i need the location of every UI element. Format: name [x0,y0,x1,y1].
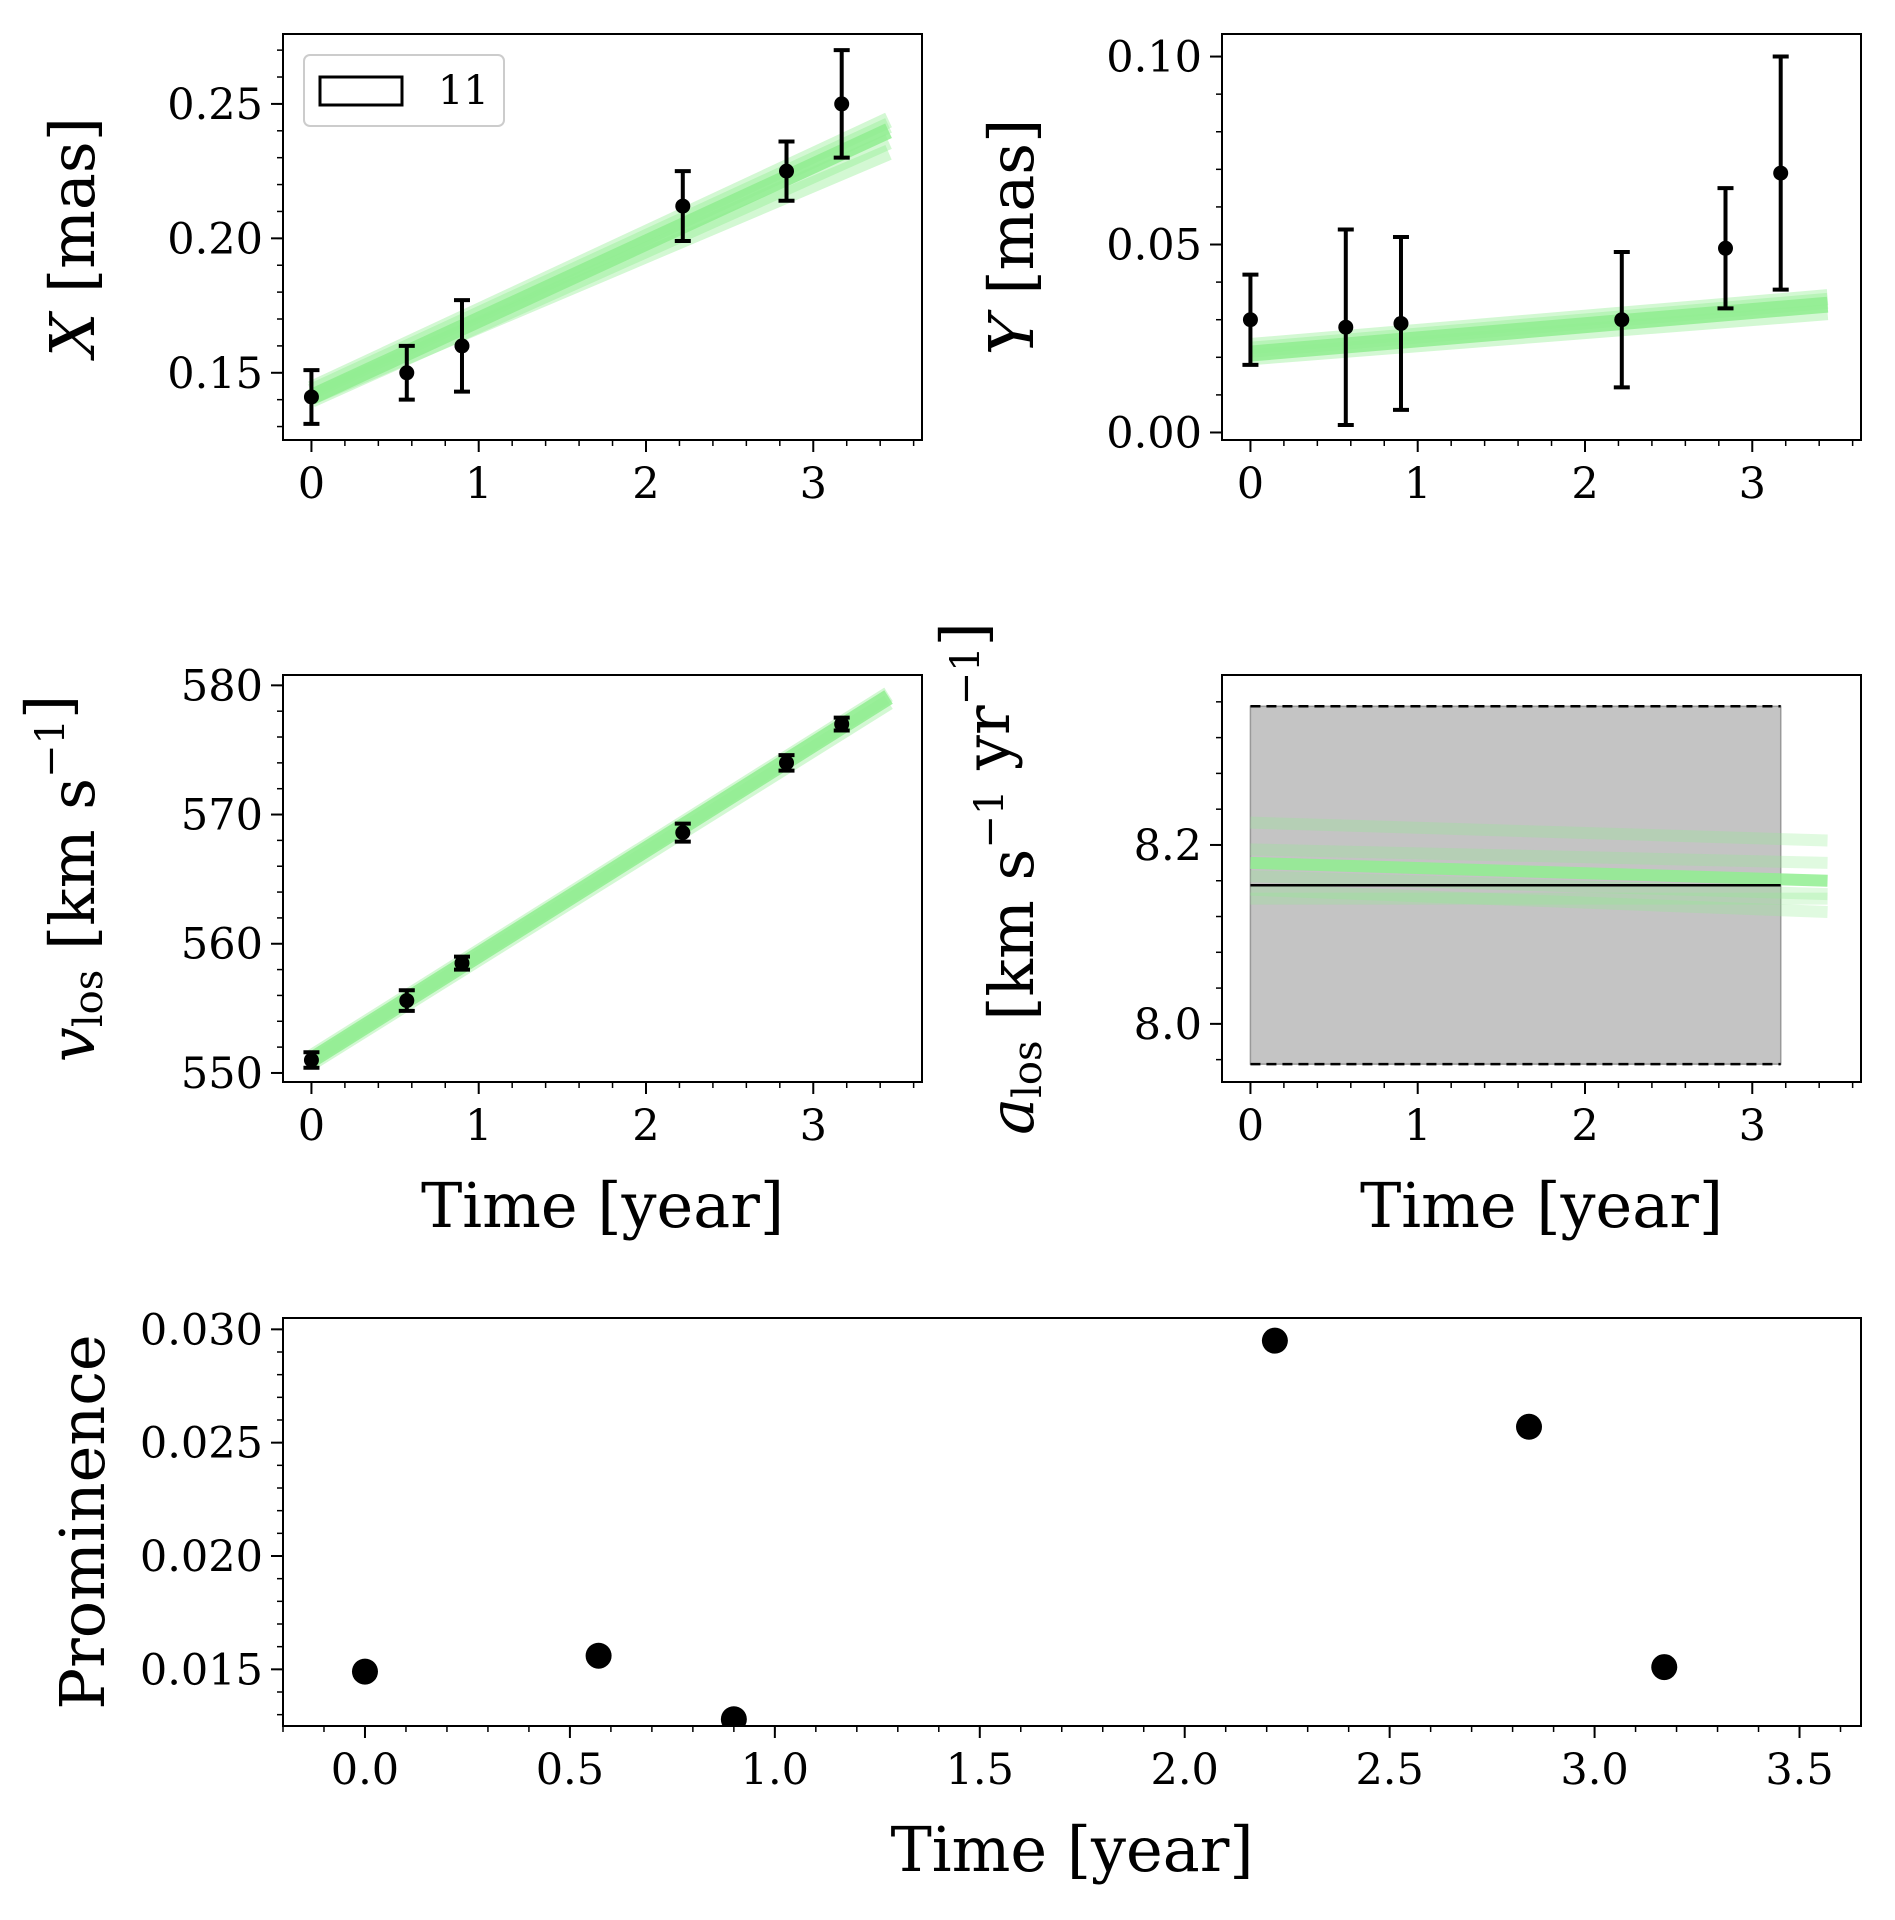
data-point [779,163,795,179]
data-point [834,716,850,732]
y-tick-label: 560 [181,920,263,970]
x-tick-label: 0.0 [331,1745,399,1795]
y-tick-label: 0.05 [1106,221,1202,271]
x-tick-label: 1 [1404,459,1431,509]
data-point [454,955,470,971]
y-tick-label: 570 [181,791,263,841]
prominence_panel-plot-area [351,1327,1678,1726]
x-tick-label: 1.5 [946,1745,1014,1795]
x-tick-label: 2 [632,459,659,509]
y-axis-label: Y [mas] [975,119,1048,356]
fit-line [1250,816,1828,847]
x-tick-label: 0 [1237,1101,1264,1151]
legend-label: 11 [438,68,489,114]
y-tick-label: 8.2 [1134,821,1202,871]
x-tick-label: 2 [632,1101,659,1151]
vlos_panel-plot-area [303,687,893,1070]
y-tick-label: 580 [181,661,263,711]
data-point [779,755,795,771]
data-point [675,825,691,841]
x-axis-label: Time [year] [890,1813,1253,1886]
x-tick-label: 2.5 [1355,1745,1423,1795]
x-tick-label: 3.0 [1560,1745,1628,1795]
y_panel-plot-area [1242,54,1829,427]
y-tick-label: 0.020 [140,1532,263,1582]
y-axis-label: Prominence [46,1334,119,1709]
x-axis-label: Time [year] [1360,1169,1723,1242]
data-point [1393,315,1409,331]
data-point [1614,312,1630,328]
y-tick-label: 0.20 [167,214,263,264]
alos_panel: 0 1 2 3 8.0 8.2 Time [year] alos [km s−1 yr−1] [927,622,1862,1242]
legend: 11 [303,54,505,127]
data-point [1242,312,1258,328]
y-tick-label: 0.00 [1106,408,1202,458]
data-point [675,198,691,214]
data-point [454,338,470,354]
y-tick-label: 0.030 [140,1305,263,1355]
data-point [720,1706,747,1726]
data-point [303,389,319,405]
fit-line [308,144,892,405]
x_panel: 0 1 2 3 0.15 0.20 0.25 X [mas] 11 [36,33,923,509]
data-point [351,1658,378,1685]
x-tick-label: 0 [1237,459,1264,509]
y-tick-label: 550 [181,1049,263,1099]
data-point [1718,240,1734,256]
fit-line [1250,856,1828,887]
y-tick-label: 0.25 [167,80,263,130]
x-tick-label: 3 [800,1101,827,1151]
fit-line [1250,843,1828,869]
data-point [303,1052,319,1068]
x-tick-label: 2 [1571,459,1598,509]
x-tick-label: 3 [1739,459,1766,509]
axes-frame [282,33,923,441]
x-tick-label: 1 [465,1101,492,1151]
data-point [834,96,850,112]
axes-frame [1221,674,1862,1083]
x-tick-label: 3 [800,459,827,509]
y-tick-label: 0.015 [140,1645,263,1695]
vlos_panel: 0 1 2 3 550 560 570 580 Time [year] vlos [km s−1] [12,661,923,1242]
x-axis-label: Time [year] [421,1169,784,1242]
x-tick-label: 0 [298,459,325,509]
y_panel: 0 1 2 3 0.00 0.05 0.10 Y [mas] [975,33,1862,509]
x-tick-label: 0 [298,1101,325,1151]
x-tick-label: 1 [465,459,492,509]
y-axis-label: alos [km s−1 yr−1] [927,622,1051,1135]
x-tick-label: 2 [1571,1101,1598,1151]
data-point [1261,1327,1288,1354]
data-point [1516,1413,1543,1440]
alos_panel-plot-area [1249,705,1828,1066]
prominence_panel: 0.0 0.5 1.0 1.5 2.0 2.5 3.0 3.5 0.015 0.020 0.025 0… [46,1305,1862,1886]
x-tick-label: 3 [1739,1101,1766,1151]
y-tick-label: 8.0 [1134,1000,1202,1050]
y-axis-label: X [mas] [36,117,109,361]
fit-line [308,112,892,397]
data-point [585,1642,612,1669]
data-point [1651,1654,1678,1681]
x_panel-plot-area [303,48,892,426]
y-tick-label: 0.025 [140,1419,263,1469]
data-point [399,365,415,381]
data-point [399,993,415,1009]
legend-swatch [318,75,404,107]
axes-frame [282,1317,1862,1727]
y-tick-label: 0.15 [167,349,263,399]
y-axis-label: vlos [km s−1] [12,695,112,1062]
fit-line [307,687,893,1065]
axes-frame [282,674,923,1083]
fit-line [1250,883,1828,919]
data-point [1338,319,1354,335]
x-tick-label: 1.0 [741,1745,809,1795]
data-point [1773,165,1789,181]
y-tick-label: 0.10 [1106,33,1202,83]
x-tick-label: 3.5 [1765,1745,1833,1795]
x-tick-label: 0.5 [536,1745,604,1795]
legend-box [303,54,505,127]
x-tick-label: 1 [1404,1101,1431,1151]
axes-frame [1221,33,1862,441]
x-tick-label: 2.0 [1151,1745,1219,1795]
